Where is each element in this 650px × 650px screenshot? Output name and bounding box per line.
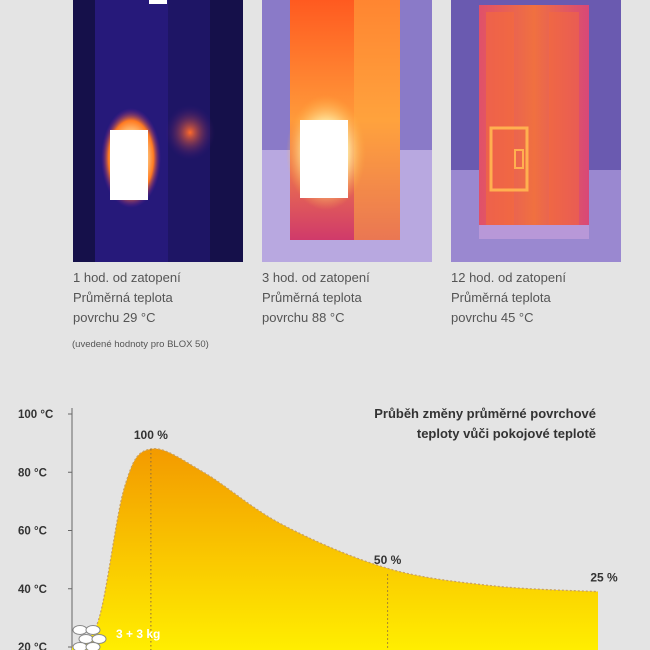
temperature-curve xyxy=(71,448,599,648)
y-tick-label: 40 °C xyxy=(18,584,47,596)
temperature-area xyxy=(72,448,598,650)
caption-3h: 3 hod. od zatopení Průměrná teplota povr… xyxy=(262,268,442,328)
y-tick-label: 80 °C xyxy=(18,467,47,479)
temperature-chart: Průběh změny průměrné povrchové teploty … xyxy=(18,406,618,650)
caption-time: 1 hod. od zatopení xyxy=(73,270,181,285)
caption-time: 3 hod. od zatopení xyxy=(262,270,370,285)
caption-label: Průměrná teplota xyxy=(451,290,551,305)
chart-title-line1: Průběh změny průměrné povrchové xyxy=(374,406,596,421)
annotation-label: 25 % xyxy=(590,571,618,585)
y-tick-label: 100 °C xyxy=(18,409,53,421)
caption-temp: povrchu 88 °C xyxy=(262,310,345,325)
annotation-label: 50 % xyxy=(374,553,402,567)
thermal-image-3h xyxy=(262,0,432,262)
caption-label: Průměrná teplota xyxy=(73,290,173,305)
y-tick-label: 20 °C xyxy=(18,642,47,650)
y-tick-label: 60 °C xyxy=(18,526,47,538)
caption-label: Průměrná teplota xyxy=(262,290,362,305)
chart-title-line2: teploty vůči pokojové teplotě xyxy=(417,426,596,441)
caption-temp: povrchu 29 °C xyxy=(73,310,156,325)
wood-amount-label: 3 + 3 kg xyxy=(116,627,160,641)
annotation-label: 100 % xyxy=(134,428,168,442)
caption-1h: 1 hod. od zatopení Průměrná teplota povr… xyxy=(73,268,253,328)
thermal-image-1h xyxy=(73,0,243,262)
caption-time: 12 hod. od zatopení xyxy=(451,270,566,285)
caption-12h: 12 hod. od zatopení Průměrná teplota pov… xyxy=(451,268,631,328)
caption-temp: povrchu 45 °C xyxy=(451,310,534,325)
wood-logs-icon xyxy=(72,625,107,650)
thermal-image-12h xyxy=(451,0,621,262)
model-note: (uvedené hodnoty pro BLOX 50) xyxy=(72,339,209,350)
